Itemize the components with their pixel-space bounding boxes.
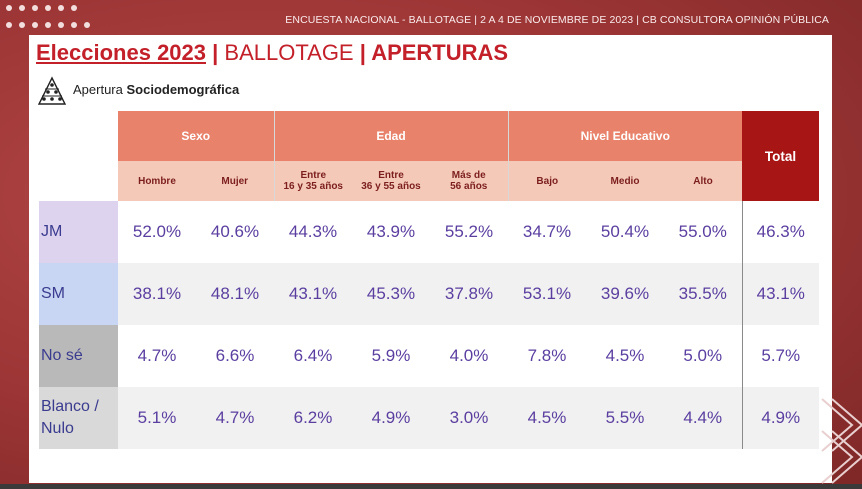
- table-cell: 4.0%: [430, 325, 508, 387]
- sub-header-hombre: Hombre: [118, 161, 196, 201]
- people-pyramid-icon: [37, 76, 67, 105]
- bottom-bar: [0, 484, 862, 489]
- sub-header-56-plus: Más de 56 años: [430, 161, 508, 201]
- total-cell: 4.9%: [741, 387, 819, 449]
- sub-header-36-55: Entre 36 y 55 años: [352, 161, 430, 201]
- table-cell: 6.4%: [274, 325, 352, 387]
- title-ballotage: BALLOTAGE: [224, 40, 354, 65]
- table-cell: 5.9%: [352, 325, 430, 387]
- table-cell: 55.0%: [664, 201, 742, 263]
- chevron-decoration-icon: [821, 398, 862, 484]
- row-label-no-se: No sé: [39, 325, 118, 387]
- sub-header-16-35: Entre 16 y 35 años: [273, 161, 352, 201]
- sub-header-bajo: Bajo: [507, 161, 586, 201]
- table-cell: 39.6%: [586, 263, 664, 325]
- sub-header-alto: Alto: [664, 161, 742, 201]
- row-label-blanco-nulo: Blanco / Nulo: [39, 387, 118, 449]
- table-cell: 4.7%: [196, 387, 274, 449]
- table-cell: 48.1%: [196, 263, 274, 325]
- table-cell: 43.1%: [274, 263, 352, 325]
- sub-header-row: Hombre Mujer Entre 16 y 35 años Entre 36 y…: [39, 161, 819, 201]
- sub-header-medio: Medio: [586, 161, 664, 201]
- table-cell: 52.0%: [118, 201, 196, 263]
- table-cell: 34.7%: [508, 201, 586, 263]
- row-label-sm: SM: [39, 263, 118, 325]
- table-cell: 5.0%: [664, 325, 742, 387]
- total-cell: 43.1%: [741, 263, 819, 325]
- table-cell: 53.1%: [508, 263, 586, 325]
- table-row: SM 38.1% 48.1% 43.1% 45.3% 37.8% 53.1% 3…: [39, 263, 819, 325]
- table-cell: 4.5%: [586, 325, 664, 387]
- table-cell: 3.0%: [430, 387, 508, 449]
- group-header-edad: Edad: [273, 111, 508, 161]
- table-row: JM 52.0% 40.6% 44.3% 43.9% 55.2% 34.7% 5…: [39, 201, 819, 263]
- table-cell: 37.8%: [430, 263, 508, 325]
- title-separator-1: |: [206, 40, 225, 65]
- table-cell: 4.5%: [508, 387, 586, 449]
- table-cell: 5.1%: [118, 387, 196, 449]
- corner-cell: [39, 111, 118, 201]
- group-header-sexo: Sexo: [118, 111, 274, 161]
- title-aperturas: APERTURAS: [371, 40, 509, 65]
- total-header: Total: [742, 111, 819, 201]
- subtitle-bold: Sociodemográfica: [126, 82, 240, 97]
- table-cell: 38.1%: [118, 263, 196, 325]
- table-cell: 40.6%: [196, 201, 274, 263]
- group-header-row: Sexo Edad Nivel Educativo Total: [39, 111, 819, 201]
- results-table: Sexo Edad Nivel Educativo Total Hombre M…: [39, 111, 819, 449]
- table-cell: 4.7%: [118, 325, 196, 387]
- table-row: Blanco / Nulo 5.1% 4.7% 6.2% 4.9% 3.0% 4.…: [39, 387, 819, 449]
- table-cell: 4.9%: [352, 387, 430, 449]
- table-cell: 4.4%: [664, 387, 742, 449]
- table-cell: 55.2%: [430, 201, 508, 263]
- table-cell: 50.4%: [586, 201, 664, 263]
- table-cell: 7.8%: [508, 325, 586, 387]
- subtitle: Apertura Sociodemográfica: [73, 82, 239, 97]
- total-cell: 5.7%: [741, 325, 819, 387]
- page-title: Elecciones 2023 | BALLOTAGE | APERTURAS: [36, 40, 508, 66]
- group-header-nivel-educativo: Nivel Educativo: [507, 111, 742, 161]
- sub-header-mujer: Mujer: [196, 161, 274, 201]
- subtitle-prefix: Apertura: [73, 82, 127, 97]
- table-cell: 44.3%: [274, 201, 352, 263]
- table-cell: 35.5%: [664, 263, 742, 325]
- table-cell: 43.9%: [352, 201, 430, 263]
- table-cell: 6.2%: [274, 387, 352, 449]
- row-label-jm: JM: [39, 201, 118, 263]
- table-cell: 45.3%: [352, 263, 430, 325]
- survey-header: ENCUESTA NACIONAL - BALLOTAGE | 2 A 4 DE…: [285, 14, 829, 26]
- title-separator-2: |: [353, 40, 372, 65]
- table-cell: 5.5%: [586, 387, 664, 449]
- total-cell: 46.3%: [741, 201, 819, 263]
- title-elections: Elecciones 2023: [36, 40, 207, 65]
- table-cell: 6.6%: [196, 325, 274, 387]
- table-row: No sé 4.7% 6.6% 6.4% 5.9% 4.0% 7.8% 4.5%…: [39, 325, 819, 387]
